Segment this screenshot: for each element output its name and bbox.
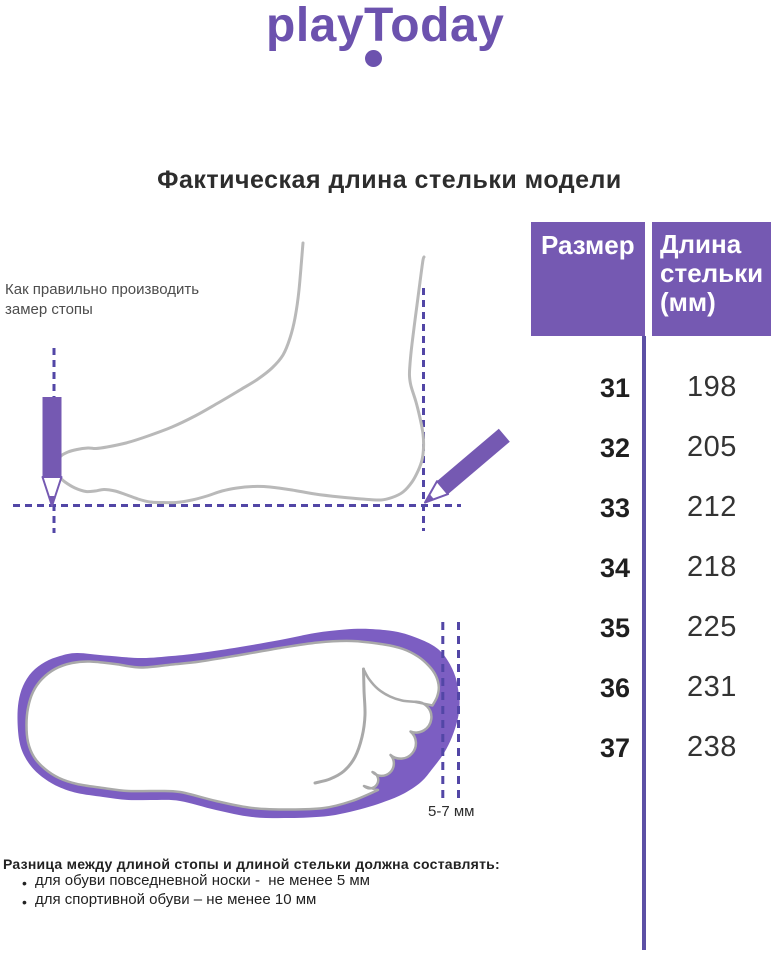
svg-text:5-7 мм: 5-7 мм bbox=[428, 803, 474, 820]
